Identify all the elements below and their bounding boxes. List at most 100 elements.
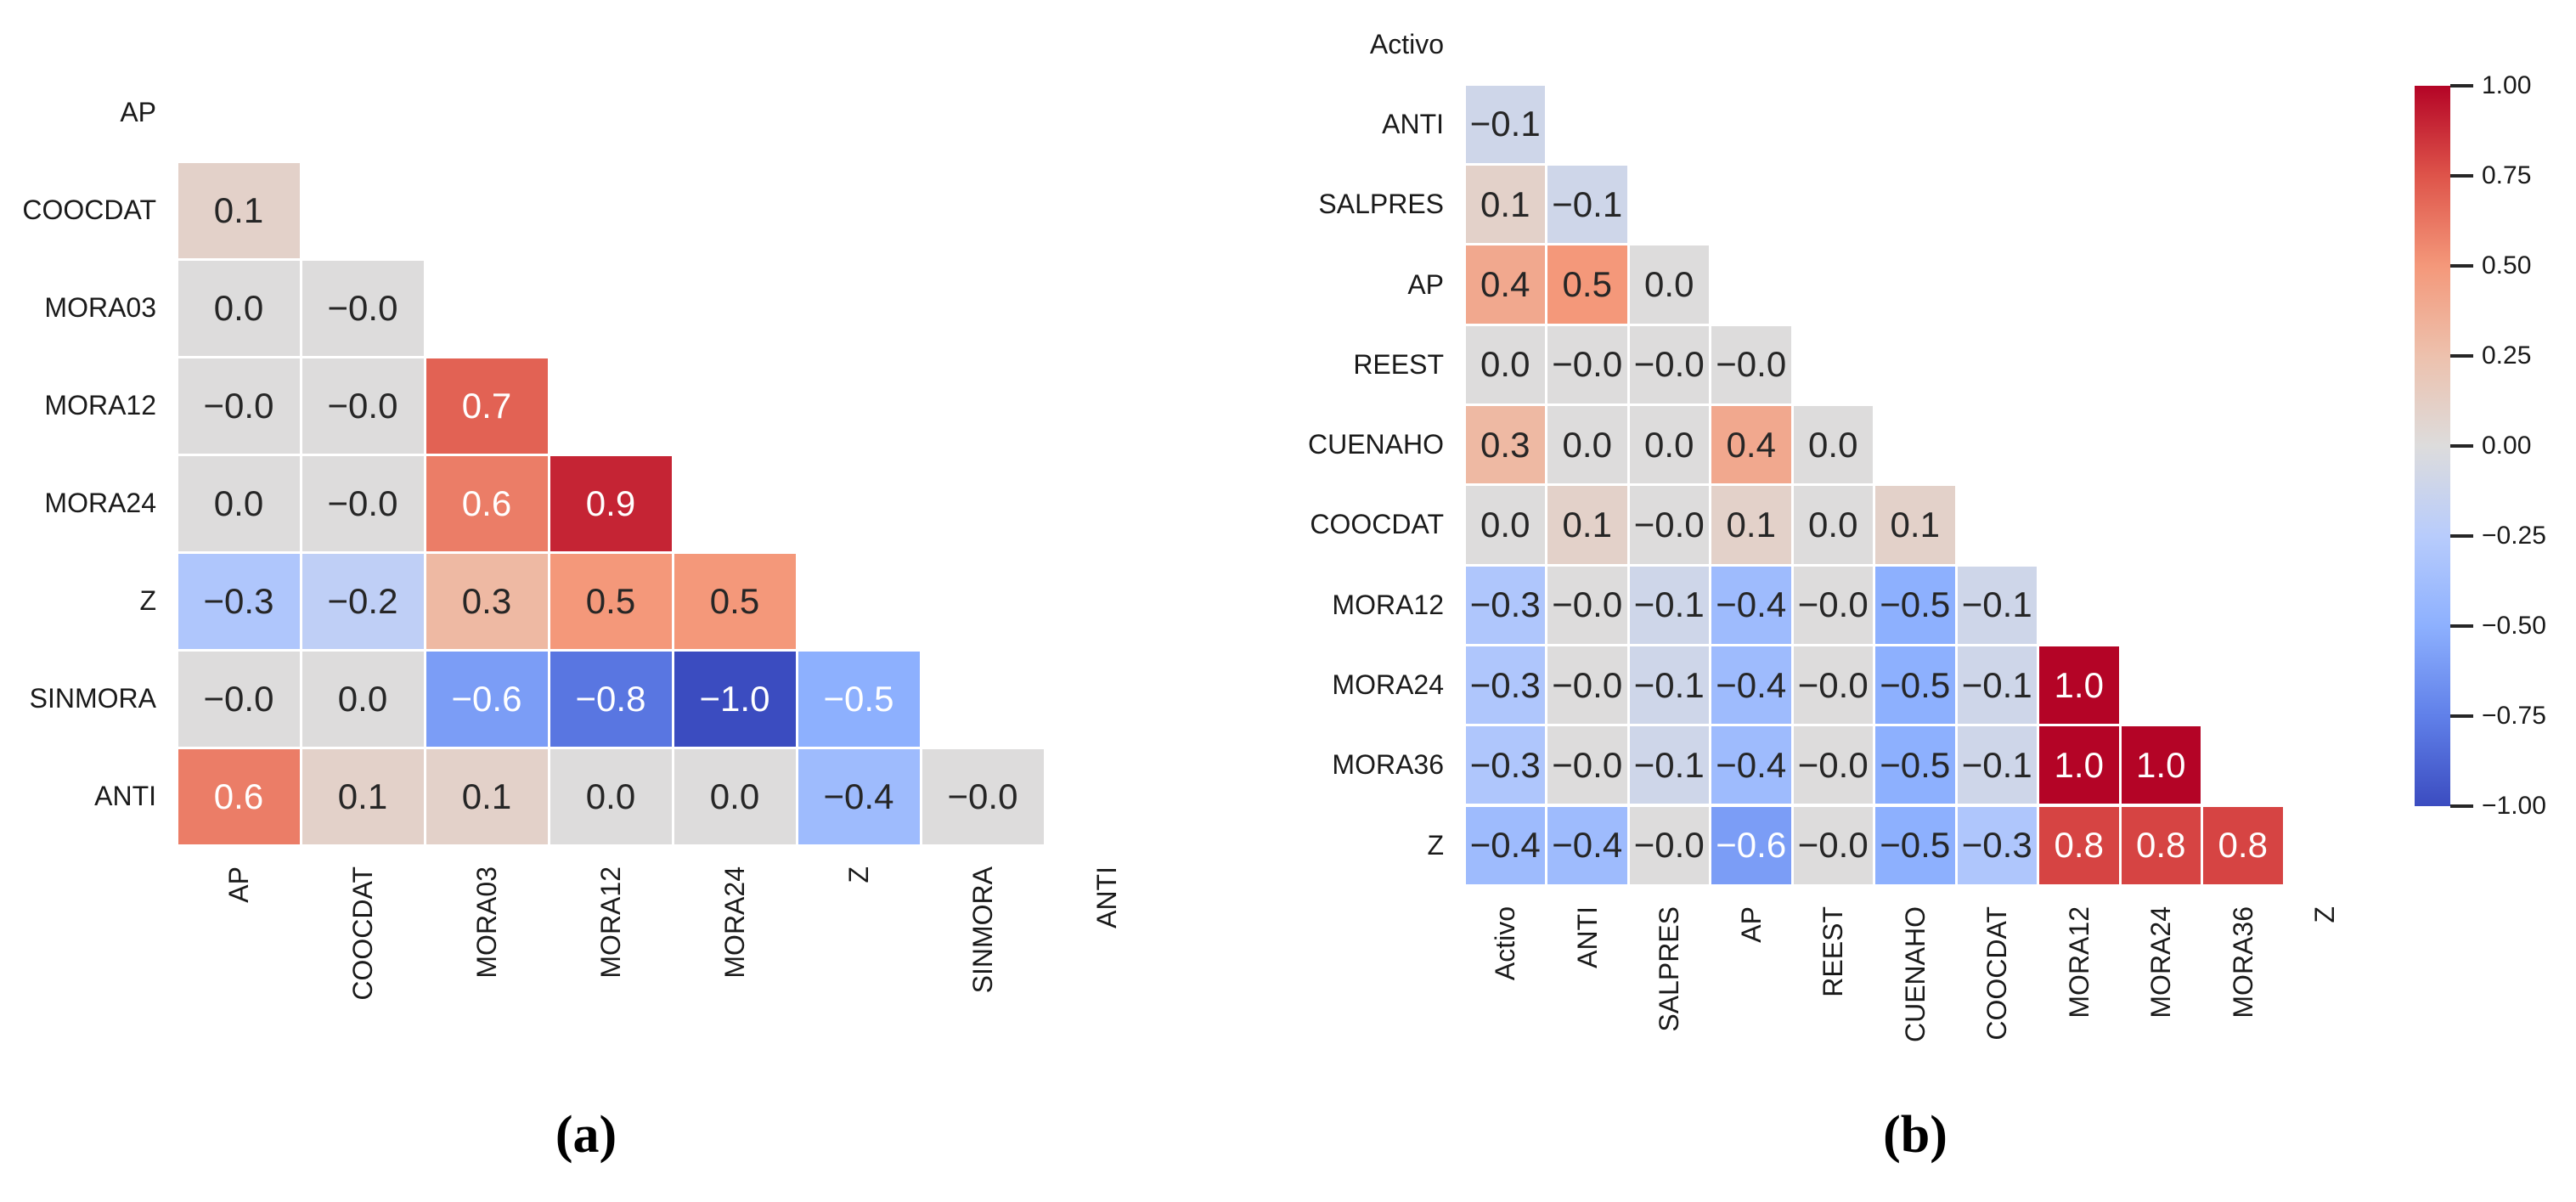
colorbar-tick-label: 1.00 xyxy=(2482,71,2532,99)
heatmap-cell: 0.5 xyxy=(674,553,796,649)
heatmap-cell: −0.5 xyxy=(1875,646,1955,725)
colorbar-tick-label: 0.75 xyxy=(2482,161,2532,189)
heatmap-cell: −0.0 xyxy=(1711,325,1791,403)
colorbar-tick xyxy=(2450,174,2473,178)
heatmap-cell: −0.1 xyxy=(1629,566,1709,644)
heatmap-cell: −0.0 xyxy=(302,455,424,551)
heatmap-cell: 0.0 xyxy=(178,455,300,551)
row-label: MORA12 xyxy=(1332,589,1444,620)
heatmap-cell: 0.1 xyxy=(178,162,300,258)
heatmap-cell: 0.0 xyxy=(1465,486,1545,564)
heatmap-cell: 0.0 xyxy=(1793,486,1873,564)
colorbar-tick xyxy=(2450,354,2473,358)
heatmap-cell: −0.3 xyxy=(1465,646,1545,725)
heatmap-cell: 0.3 xyxy=(426,553,548,649)
heatmap-cell: 0.5 xyxy=(550,553,672,649)
heatmap-cell: −0.5 xyxy=(1875,806,1955,884)
row-label: SINMORA xyxy=(29,683,156,714)
heatmap-cell: −0.0 xyxy=(922,748,1044,844)
heatmap-cell: 0.6 xyxy=(178,748,300,844)
heatmap-cell: −0.0 xyxy=(1793,646,1873,725)
heatmap-cell: 0.0 xyxy=(1547,406,1627,484)
heatmap-cell: −0.0 xyxy=(178,651,300,747)
colorbar-gradient xyxy=(2415,86,2450,806)
colorbar-tick xyxy=(2450,444,2473,448)
heatmap-cell: −0.5 xyxy=(1875,566,1955,644)
colorbar-tick xyxy=(2450,714,2473,718)
heatmap-cell: 0.4 xyxy=(1465,245,1545,324)
heatmap-cell: 1.0 xyxy=(2121,726,2201,804)
x-axis-label: REEST xyxy=(1818,906,1849,997)
heatmap-cell: −0.3 xyxy=(1465,726,1545,804)
row-label: AP xyxy=(1407,268,1444,300)
heatmap-cell: −0.4 xyxy=(1711,646,1791,725)
row-label: Activo xyxy=(1369,28,1444,59)
row-label: Z xyxy=(1427,829,1444,861)
heatmap-cell: −0.1 xyxy=(1957,726,2037,804)
x-axis-label: ANTI xyxy=(1571,906,1603,968)
heatmap-cell: −0.1 xyxy=(1629,726,1709,804)
heatmap-cell: −0.6 xyxy=(1711,806,1791,884)
heatmap-cell: −0.0 xyxy=(302,260,424,356)
heatmap-cell: −0.8 xyxy=(550,651,672,747)
row-label: MORA03 xyxy=(44,292,156,323)
heatmap-cell: −0.1 xyxy=(1465,85,1545,164)
colorbar-tick xyxy=(2450,534,2473,538)
heatmap-cell: 0.1 xyxy=(302,748,424,844)
row-label: CUENAHO xyxy=(1307,429,1444,460)
colorbar-tick xyxy=(2450,804,2473,808)
x-axis-label: COOCDAT xyxy=(1981,906,2013,1041)
x-axis-label: CUENAHO xyxy=(1899,906,1931,1043)
row-label: Z xyxy=(139,585,156,616)
row-label: SALPRES xyxy=(1318,189,1444,220)
colorbar-tick xyxy=(2450,264,2473,268)
heatmap-cell: 0.0 xyxy=(178,260,300,356)
colorbar-tick-label: −0.50 xyxy=(2482,612,2546,640)
heatmap-cell: −0.1 xyxy=(1629,646,1709,725)
row-label: REEST xyxy=(1353,348,1444,380)
colorbar-tick-label: −0.75 xyxy=(2482,702,2546,730)
heatmap-cell: −0.3 xyxy=(1957,806,2037,884)
heatmap-cell: 0.0 xyxy=(550,748,672,844)
colorbar-tick-label: 0.50 xyxy=(2482,251,2532,279)
heatmap-cell: −0.0 xyxy=(1629,325,1709,403)
heatmap-cell: 0.7 xyxy=(426,358,548,454)
row-label: MORA12 xyxy=(44,390,156,420)
heatmap-cell: −0.1 xyxy=(1547,166,1627,244)
x-axis-label: MORA12 xyxy=(2063,906,2094,1019)
heatmap-cell: −0.1 xyxy=(1957,646,2037,725)
heatmap-cell: −0.1 xyxy=(1957,566,2037,644)
x-axis-label: SALPRES xyxy=(1654,906,1685,1032)
heatmap-cell: −0.6 xyxy=(426,651,548,747)
row-label: COOCDAT xyxy=(1310,509,1444,540)
heatmap-cell: −0.0 xyxy=(1547,726,1627,804)
heatmap-cell: 0.0 xyxy=(1465,325,1545,403)
row-label: ANTI xyxy=(1382,108,1444,139)
heatmap-cell: −0.5 xyxy=(798,651,920,747)
heatmap-cell: −0.3 xyxy=(1465,566,1545,644)
heatmap-cell: −0.0 xyxy=(1547,566,1627,644)
x-axis-label: MORA24 xyxy=(2145,906,2177,1019)
heatmap-cell: 0.0 xyxy=(1793,406,1873,484)
row-label: MORA24 xyxy=(1332,669,1444,701)
heatmap-cell: −0.0 xyxy=(1629,806,1709,884)
heatmap-cell: −0.5 xyxy=(1875,726,1955,804)
heatmap-cell: 0.1 xyxy=(1875,486,1955,564)
heatmap-cell: 0.5 xyxy=(1547,245,1627,324)
x-axis-label: Activo xyxy=(1490,906,1521,981)
heatmap-cell: 1.0 xyxy=(2039,726,2119,804)
heatmap-cell: 0.1 xyxy=(1547,486,1627,564)
heatmap-cell: −0.3 xyxy=(178,553,300,649)
heatmap-cell: −0.4 xyxy=(1547,806,1627,884)
heatmap-cell: −0.0 xyxy=(1547,646,1627,725)
colorbar-tick-label: −0.25 xyxy=(2482,522,2546,550)
heatmap-cell: −0.2 xyxy=(302,553,424,649)
heatmap-cell: 0.1 xyxy=(426,748,548,844)
caption-b: (b) xyxy=(1883,1106,1948,1164)
heatmap-cell: 0.0 xyxy=(674,748,796,844)
heatmap-cell: −0.4 xyxy=(1711,566,1791,644)
heatmap-cell: −1.0 xyxy=(674,651,796,747)
colorbar-tick-label: 0.00 xyxy=(2482,432,2532,460)
heatmap-cell: 0.1 xyxy=(1465,166,1545,244)
